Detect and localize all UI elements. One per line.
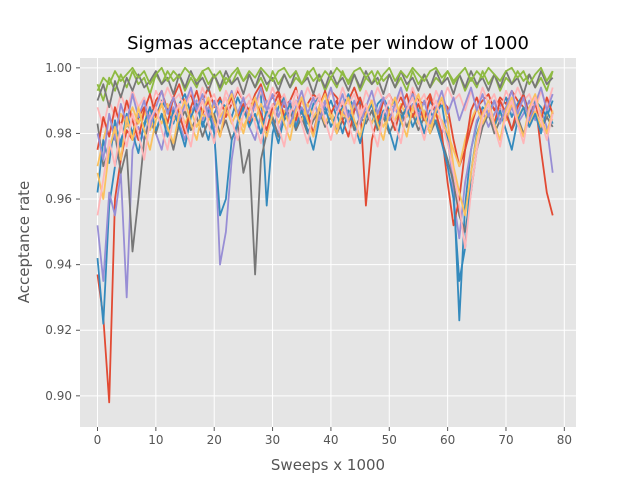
- x-axis: 0 10 20 30 40 50 60 70 80: [94, 427, 572, 447]
- x-tick-label: 80: [557, 433, 572, 447]
- series-line: [96, 66, 554, 92]
- series-group: [96, 66, 554, 404]
- y-tick-label: 1.00: [45, 61, 72, 75]
- x-tick-label: 10: [148, 433, 163, 447]
- x-tick-label: 60: [440, 433, 455, 447]
- y-axis: 0.90 0.92 0.94 0.96 0.98 1.00: [45, 61, 80, 403]
- x-tick-label: 70: [498, 433, 513, 447]
- series-line: [96, 70, 554, 109]
- y-tick-label: 0.92: [45, 323, 72, 337]
- x-tick-label: 30: [265, 433, 280, 447]
- series-line: [96, 93, 554, 217]
- x-tick-label: 50: [382, 433, 397, 447]
- series-line: [96, 86, 554, 161]
- x-tick-label: 20: [207, 433, 222, 447]
- y-tick-label: 0.98: [45, 126, 72, 140]
- x-tick-label: 0: [94, 433, 102, 447]
- series-line: [96, 99, 554, 299]
- y-axis-label: Acceptance rate: [15, 181, 33, 304]
- chart-title: Sigmas acceptance rate per window of 100…: [127, 33, 529, 54]
- x-tick-label: 40: [323, 433, 338, 447]
- series-line: [96, 96, 554, 250]
- x-axis-label: Sweeps x 1000: [271, 456, 385, 474]
- y-tick-label: 0.94: [45, 258, 72, 272]
- y-tick-label: 0.90: [45, 389, 72, 403]
- y-tick-label: 0.96: [45, 192, 72, 206]
